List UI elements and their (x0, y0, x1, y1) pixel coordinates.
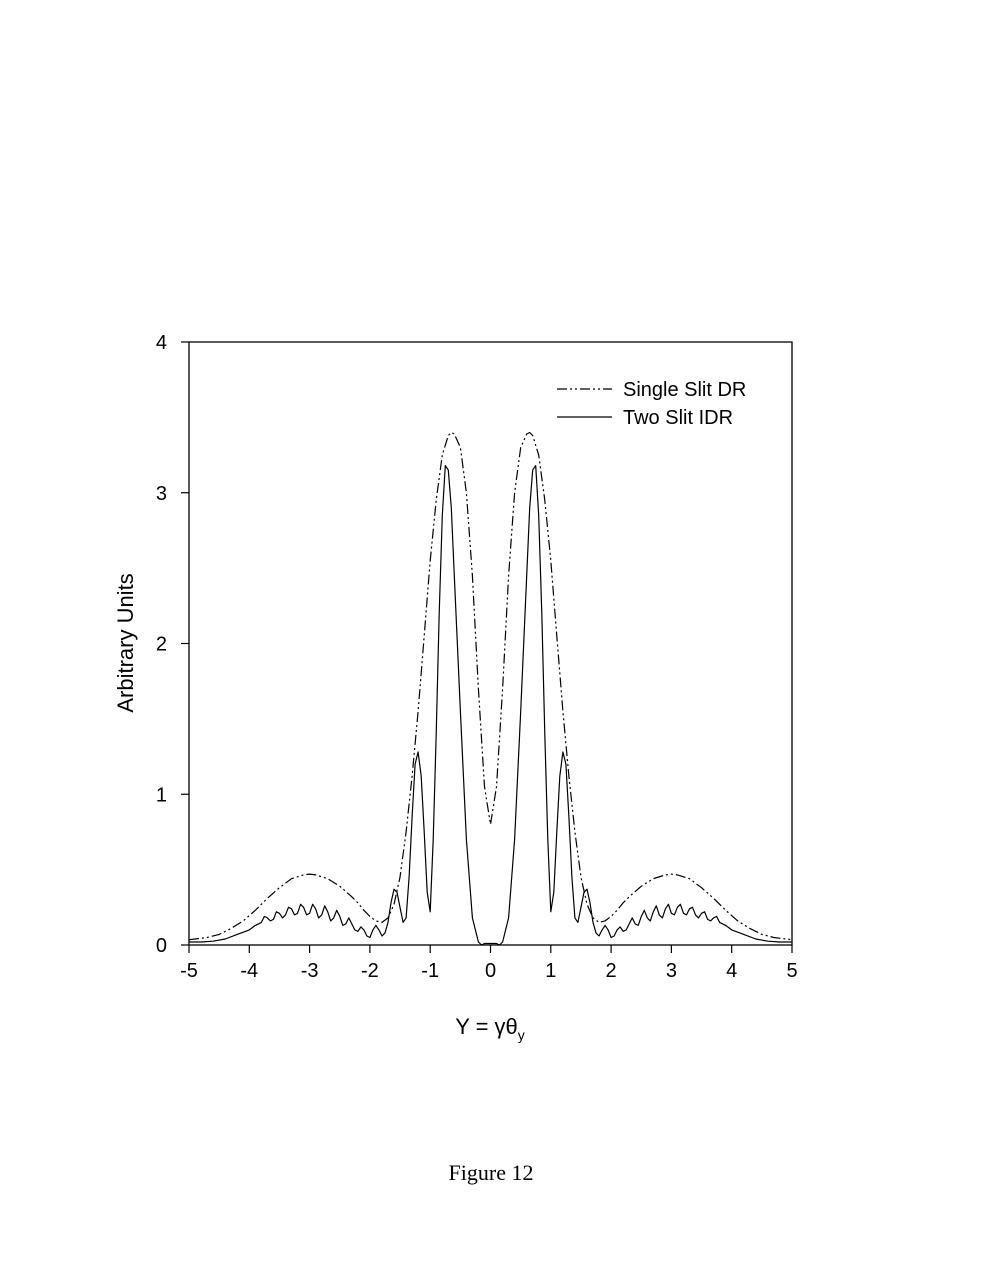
x-tick-label: -4 (240, 960, 258, 982)
legend-label-two-slit: Two Slit IDR (623, 407, 733, 429)
x-tick-label: 0 (485, 960, 496, 982)
figure-caption: Figure 12 (448, 1160, 534, 1185)
legend: Single Slit DR Two Slit IDR (557, 379, 746, 429)
x-tick-label: 2 (606, 960, 617, 982)
x-tick-label: -5 (180, 960, 198, 982)
y-tick-label: 4 (156, 332, 167, 354)
x-axis-title-subscript: y (518, 1027, 525, 1043)
x-tick-label: -1 (421, 960, 439, 982)
x-tick-label: -2 (361, 960, 379, 982)
x-axis-title: Y = γθy (455, 1014, 525, 1043)
x-tick-label: 1 (545, 960, 556, 982)
x-axis-title-main: Y = γθ (455, 1014, 518, 1039)
series-line-single-slit (188, 431, 793, 941)
x-tick-label: 5 (786, 960, 797, 982)
x-tick-label: -3 (301, 960, 319, 982)
y-tick-label: 1 (156, 784, 167, 806)
legend-label-single-slit: Single Slit DR (623, 379, 746, 401)
y-tick-label: 3 (156, 483, 167, 505)
series-layer (188, 431, 793, 946)
y-axis-title: Arbitrary Units (113, 573, 138, 712)
y-tick-label: 0 (156, 935, 167, 957)
x-axis-ticks: -5 -4 -3 -2 -1 0 1 2 3 4 5 (180, 945, 798, 982)
y-tick-label: 2 (156, 634, 167, 656)
x-tick-label: 3 (666, 960, 677, 982)
y-axis-ticks: 0 1 2 3 4 (156, 332, 189, 957)
series-line-two-slit (189, 465, 792, 946)
plot-frame (188, 341, 793, 946)
x-tick-label: 4 (726, 960, 737, 982)
